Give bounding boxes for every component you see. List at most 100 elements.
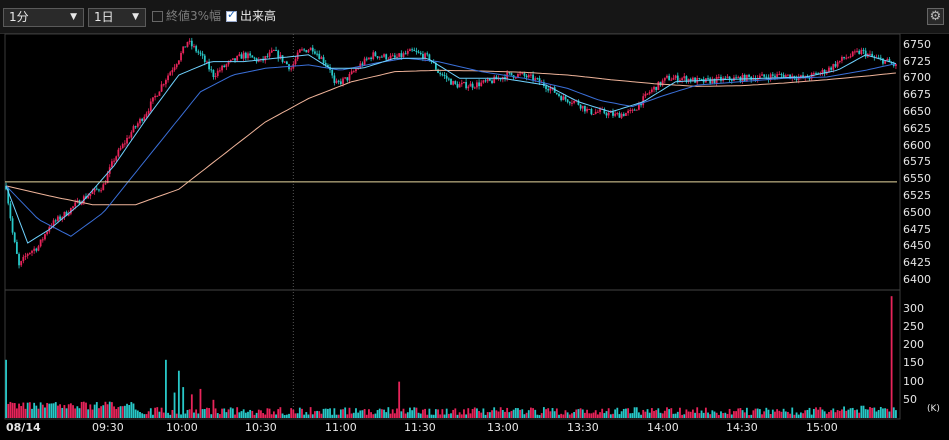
candle-body bbox=[365, 58, 368, 60]
volume-bar bbox=[309, 407, 312, 418]
candle-body bbox=[808, 78, 811, 80]
period-value: 1日 bbox=[94, 10, 114, 24]
volume-bar bbox=[296, 413, 299, 418]
candle-body bbox=[225, 64, 228, 68]
candle-body bbox=[594, 111, 597, 114]
candle-body bbox=[396, 56, 398, 58]
volume-bar bbox=[132, 403, 135, 418]
price-axis-label: 6450 bbox=[903, 239, 931, 253]
candle-body bbox=[333, 75, 336, 83]
volume-bar bbox=[476, 408, 478, 418]
volume-bar bbox=[704, 407, 707, 418]
volume-bar bbox=[11, 402, 14, 418]
candle-body bbox=[227, 61, 230, 65]
volume-bar bbox=[242, 409, 245, 418]
range-checkbox-label: 終値3%幅 bbox=[166, 9, 222, 23]
volume-bar bbox=[612, 413, 614, 418]
volume-bar bbox=[519, 409, 522, 418]
volume-bar bbox=[152, 414, 154, 418]
candle-body bbox=[422, 53, 424, 59]
volume-bar bbox=[763, 411, 766, 418]
volume-bar bbox=[676, 411, 679, 418]
candle-body bbox=[508, 72, 511, 74]
volume-bar bbox=[117, 407, 120, 418]
volume-bar bbox=[884, 408, 887, 418]
candle-body bbox=[372, 52, 375, 60]
gear-icon[interactable]: ⚙ bbox=[927, 8, 944, 25]
candle-body bbox=[707, 78, 709, 80]
volume-bar bbox=[98, 408, 100, 418]
volume-bar bbox=[39, 402, 42, 418]
candle-body bbox=[758, 75, 761, 79]
volume-bar bbox=[730, 414, 733, 418]
volume-bar bbox=[603, 413, 606, 418]
volume-checkbox[interactable] bbox=[226, 8, 237, 22]
volume-bar bbox=[698, 413, 701, 418]
volume-bar bbox=[422, 409, 424, 418]
volume-bar bbox=[821, 409, 824, 418]
price-axis-label: 6550 bbox=[903, 172, 931, 186]
volume-bar bbox=[564, 410, 567, 418]
chart-grid bbox=[4, 33, 901, 420]
candle-body bbox=[709, 78, 712, 84]
volume-bar bbox=[93, 404, 96, 418]
volume-bar bbox=[145, 414, 148, 418]
volume-bar bbox=[661, 413, 664, 418]
volume-bar bbox=[428, 408, 431, 418]
volume-bar bbox=[324, 408, 327, 418]
candle-body bbox=[795, 78, 798, 80]
volume-bar bbox=[491, 410, 493, 418]
volume-bar bbox=[361, 410, 364, 418]
candle-body bbox=[402, 53, 405, 57]
candle-body bbox=[778, 74, 781, 76]
volume-bar bbox=[810, 414, 813, 418]
candle-body bbox=[257, 59, 260, 62]
volume-bar bbox=[888, 411, 891, 418]
candle-body bbox=[152, 97, 154, 102]
candle-body bbox=[24, 255, 27, 257]
volume-bar bbox=[126, 403, 128, 418]
candle-body bbox=[216, 70, 219, 76]
volume-bar bbox=[402, 408, 405, 418]
volume-bar bbox=[532, 408, 534, 418]
volume-bar bbox=[538, 415, 541, 418]
volume-bar bbox=[48, 403, 51, 418]
volume-bar bbox=[733, 411, 735, 418]
candle-body bbox=[882, 58, 884, 64]
candle-body bbox=[203, 55, 206, 62]
volume-bar bbox=[357, 412, 360, 418]
candle-body bbox=[210, 69, 213, 71]
candle-body bbox=[177, 60, 180, 65]
candle-body bbox=[428, 54, 431, 61]
candle-body bbox=[884, 60, 887, 64]
volume-bar bbox=[365, 414, 368, 418]
interval-select[interactable]: 1分 ▼ bbox=[3, 8, 84, 27]
volume-bar bbox=[577, 409, 580, 418]
candle-body bbox=[91, 191, 94, 194]
volume-bar bbox=[78, 408, 81, 418]
volume-checkbox-label: 出来高 bbox=[240, 9, 277, 23]
period-select[interactable]: 1日 ▼ bbox=[88, 8, 146, 27]
volume-bar bbox=[46, 402, 49, 418]
volume-bar bbox=[175, 413, 178, 418]
candle-body bbox=[860, 49, 863, 54]
volume-bar bbox=[575, 409, 578, 418]
volume-bar bbox=[445, 408, 448, 418]
candle-body bbox=[242, 52, 245, 59]
candle-body bbox=[452, 81, 455, 85]
candle-body bbox=[864, 50, 867, 57]
candle-body bbox=[326, 64, 329, 67]
range-checkbox[interactable] bbox=[152, 11, 163, 22]
volume-bar bbox=[586, 409, 588, 418]
time-axis-label: 11:30 bbox=[404, 421, 436, 434]
volume-bar bbox=[87, 409, 90, 418]
candle-body bbox=[188, 40, 191, 42]
volume-bar bbox=[41, 404, 44, 418]
volume-bar bbox=[106, 404, 109, 418]
candle-body bbox=[419, 52, 422, 54]
candle-body bbox=[789, 74, 791, 79]
chevron-down-icon: ▼ bbox=[70, 12, 77, 22]
candle-body bbox=[761, 74, 763, 76]
candle-body bbox=[158, 91, 161, 96]
candle-body bbox=[98, 189, 100, 191]
